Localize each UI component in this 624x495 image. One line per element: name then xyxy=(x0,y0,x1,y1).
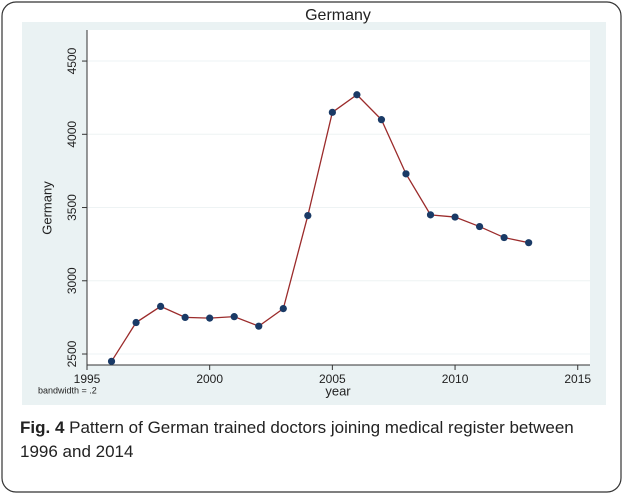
x-tick-label: 2000 xyxy=(196,372,223,386)
x-axis-label: year xyxy=(325,383,351,398)
marker xyxy=(328,108,336,116)
x-tick-label: 1995 xyxy=(74,372,101,386)
marker xyxy=(279,305,287,313)
marker xyxy=(255,322,263,330)
x-tick-label: 2010 xyxy=(442,372,469,386)
x-tick-label: 2005 xyxy=(319,372,346,386)
marker xyxy=(377,116,386,124)
marker xyxy=(525,239,533,247)
y-tick-label: 3500 xyxy=(65,194,79,221)
caption-text: Pattern of German trained doctors joinin… xyxy=(20,418,574,461)
caption: Fig. 4 Pattern of German trained doctors… xyxy=(20,416,610,464)
marker xyxy=(353,91,361,99)
note: bandwidth = .2 xyxy=(38,385,97,395)
marker xyxy=(230,313,238,321)
marker xyxy=(157,302,165,311)
y-tick-label: 3000 xyxy=(65,267,79,294)
marker xyxy=(475,222,484,231)
marker xyxy=(304,211,312,220)
marker xyxy=(402,170,410,178)
y-tick-label: 4000 xyxy=(65,121,79,148)
marker xyxy=(500,233,508,242)
y-tick-label: 2500 xyxy=(65,340,79,367)
chart-title: Germany xyxy=(305,7,371,24)
x-tick-label: 2015 xyxy=(564,372,591,386)
y-tick-label: 4500 xyxy=(65,47,79,74)
marker xyxy=(181,313,189,321)
marker xyxy=(107,357,116,365)
plot-region xyxy=(87,30,590,365)
marker xyxy=(451,213,459,221)
y-axis-label: Germany xyxy=(39,181,54,235)
marker xyxy=(426,211,435,219)
line xyxy=(110,93,529,362)
marker xyxy=(132,318,140,327)
marker xyxy=(206,314,214,322)
caption-label: Fig. 4 xyxy=(20,418,65,437)
